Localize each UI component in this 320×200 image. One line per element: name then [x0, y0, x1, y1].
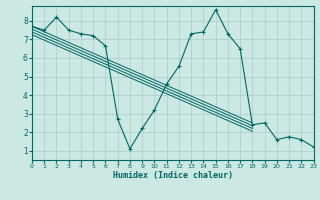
X-axis label: Humidex (Indice chaleur): Humidex (Indice chaleur)	[113, 171, 233, 180]
